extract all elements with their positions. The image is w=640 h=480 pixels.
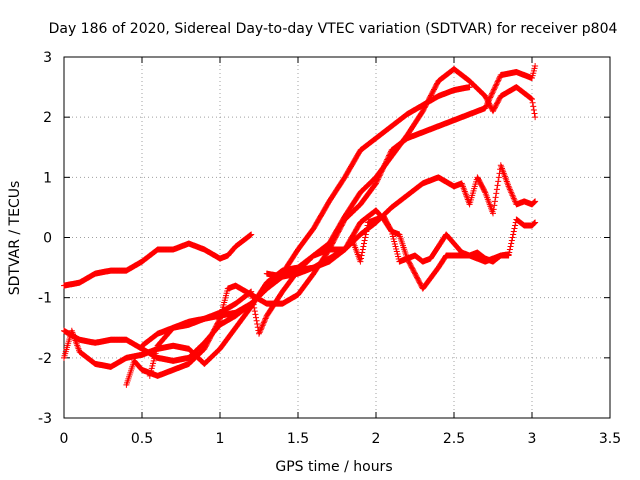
- data-point: [490, 108, 496, 115]
- data-point: [530, 106, 537, 113]
- data-point: [482, 93, 489, 100]
- data-point: [360, 243, 367, 250]
- data-point: [251, 308, 258, 315]
- data-point: [491, 198, 498, 205]
- data-point: [490, 106, 497, 113]
- x-tick-label: 1.5: [287, 431, 309, 447]
- data-point: [510, 228, 517, 235]
- data-point: [493, 101, 500, 108]
- y-tick-label: 0: [43, 231, 52, 247]
- x-tick-label: 3.5: [599, 431, 621, 447]
- data-point: [531, 110, 538, 117]
- data-point: [491, 104, 498, 111]
- data-point: [508, 240, 515, 247]
- data-point: [248, 231, 255, 238]
- data-point: [493, 190, 500, 197]
- y-tick-label: 1: [43, 170, 52, 186]
- data-point: [510, 231, 517, 238]
- data-point: [493, 186, 500, 193]
- x-tick-label: 3: [528, 431, 537, 447]
- tick-labels: 0 0.5 1 1.5 2 2.5 3 3.5 -3 -2 -1 0 1 2 3: [38, 50, 621, 447]
- series-arc-3: [61, 66, 539, 370]
- data-point: [530, 103, 537, 110]
- data-point: [508, 237, 515, 244]
- data-point: [254, 321, 261, 328]
- data-point: [495, 96, 502, 103]
- data-point: [359, 246, 366, 253]
- data-point: [361, 237, 368, 244]
- data-point: [491, 105, 498, 112]
- data-point: [487, 103, 494, 110]
- x-tick-label: 0.5: [131, 431, 153, 447]
- data-point: [494, 182, 501, 189]
- data-point: [529, 96, 535, 103]
- x-axis-title: GPS time / hours: [275, 459, 392, 475]
- data-points: [61, 63, 539, 388]
- y-tick-label: 2: [43, 110, 52, 126]
- data-point: [529, 99, 536, 106]
- x-tick-label: 2: [372, 431, 381, 447]
- series-arc-4: [123, 63, 539, 388]
- x-tick-label: 1: [216, 431, 225, 447]
- y-tick-label: -2: [38, 351, 52, 367]
- data-point: [532, 114, 539, 121]
- y-tick-label: -1: [38, 291, 52, 307]
- data-point: [511, 225, 518, 232]
- data-point: [466, 84, 473, 91]
- data-point: [493, 100, 500, 107]
- data-point: [253, 314, 259, 321]
- data-point: [492, 103, 499, 110]
- series-arc-1: [61, 231, 255, 289]
- data-point: [492, 194, 499, 201]
- y-tick-label: -3: [38, 411, 52, 427]
- data-point: [509, 234, 516, 241]
- y-tick-label: 3: [43, 50, 52, 66]
- y-axis-title: SDTVAR / TECUs: [7, 181, 23, 296]
- data-point: [361, 240, 367, 247]
- data-point: [495, 98, 502, 105]
- data-point: [253, 317, 260, 324]
- chart-title: Day 186 of 2020, Sidereal Day-to-day VTE…: [49, 21, 618, 37]
- x-tick-label: 2.5: [443, 431, 465, 447]
- data-point: [494, 99, 501, 106]
- data-point: [252, 311, 259, 318]
- data-point: [495, 178, 502, 185]
- data-point: [507, 243, 514, 250]
- data-point: [495, 174, 502, 181]
- axis-ticks: [63, 56, 611, 419]
- x-tick-label: 0: [60, 431, 69, 447]
